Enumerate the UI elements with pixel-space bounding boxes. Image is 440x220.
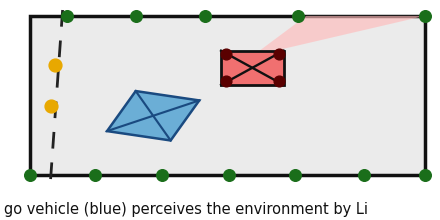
Point [275, 53, 282, 56]
Point [63, 14, 70, 18]
Point [294, 14, 301, 18]
Point [47, 104, 54, 108]
Point [52, 63, 59, 67]
Point [422, 173, 429, 176]
Point [225, 173, 232, 176]
Polygon shape [107, 91, 199, 141]
Point [202, 14, 209, 18]
Point [132, 14, 139, 18]
Polygon shape [221, 51, 284, 85]
Point [222, 79, 229, 82]
Point [292, 173, 299, 176]
Polygon shape [253, 16, 425, 56]
Point [361, 173, 368, 176]
Point [275, 79, 282, 82]
Point [222, 53, 229, 56]
Point [158, 173, 165, 176]
Point [422, 14, 429, 18]
Point [92, 173, 99, 176]
Point [27, 173, 34, 176]
Text: go vehicle (blue) perceives the environment by Li: go vehicle (blue) perceives the environm… [4, 202, 368, 217]
Bar [30, 16, 425, 174]
